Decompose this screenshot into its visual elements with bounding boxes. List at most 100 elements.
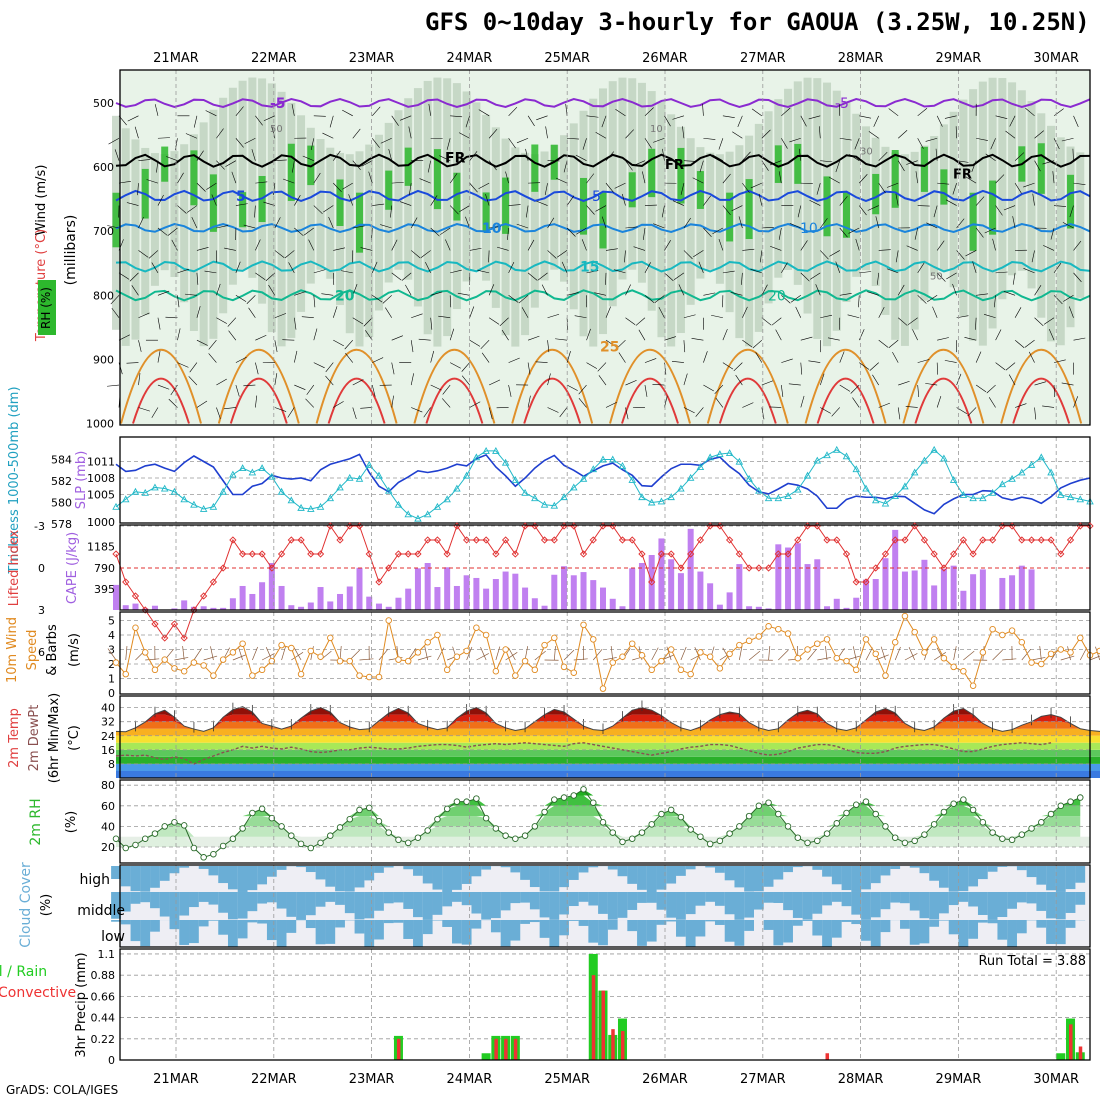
wind-speed-point: [453, 653, 461, 661]
cape-bar: [259, 582, 266, 610]
thickness-point: [813, 456, 822, 464]
wind-barb: [878, 402, 891, 408]
lifted-index-point: [161, 634, 169, 642]
rh-band: [116, 789, 1081, 796]
wind-barb: [527, 395, 531, 408]
wind-speed-point: [609, 659, 616, 666]
cloud-bar: [773, 920, 784, 946]
wind-barb: [1053, 385, 1055, 398]
cloud-bar: [1075, 892, 1086, 905]
rh-point: [677, 813, 685, 821]
wind-barb: [848, 154, 860, 161]
wind-speed-point: [979, 649, 987, 656]
wind-barb: [499, 317, 509, 327]
cape-bar: [862, 579, 869, 610]
li-cape-frame: [119, 524, 1091, 611]
cape-bar: [853, 597, 860, 610]
y-tick-label: 60: [101, 800, 115, 813]
cloud-bar: [919, 920, 930, 944]
wind-barb: [1024, 339, 1035, 348]
cape-bar: [833, 598, 840, 610]
wind-barb: [1031, 250, 1035, 263]
wind-barb: [1073, 240, 1082, 251]
wind-barb: [313, 295, 316, 308]
wind-speed-point: [882, 672, 889, 679]
wind-barb: [800, 395, 805, 408]
wind-speed-point: [736, 641, 743, 649]
wind-barb: [1025, 107, 1035, 117]
wind-barb: [817, 657, 832, 661]
wind-barb: [848, 227, 860, 234]
lifted-index-point: [540, 536, 549, 544]
rh-shading: [891, 152, 900, 340]
wind-barb: [678, 284, 685, 296]
wind-speed-point: [190, 659, 198, 666]
cloud-bar: [1016, 920, 1027, 934]
rh-point: [200, 854, 207, 861]
lifted-index-point: [190, 606, 198, 614]
wind-barb: [937, 182, 950, 185]
wind-speed-point: [921, 649, 928, 656]
rh-high-shading: [356, 192, 363, 253]
wind-barb: [750, 182, 762, 189]
wind-barb: [975, 351, 982, 363]
thickness-point: [657, 497, 666, 505]
convective-bar: [1069, 1024, 1073, 1060]
cloud-bar: [198, 892, 209, 902]
cloud-bar: [909, 866, 920, 868]
credit-label: GrADS: COLA/IGES: [6, 1083, 119, 1097]
wind-barb: [944, 360, 957, 363]
wind-barb: [703, 137, 716, 140]
wind-speed-point: [872, 650, 879, 658]
wind-barb: [274, 217, 281, 229]
wind-barb: [778, 171, 782, 184]
cloud-bar: [296, 866, 306, 868]
wind-barb: [287, 407, 295, 418]
wind-barb: [430, 317, 433, 330]
thickness-point: [472, 453, 481, 461]
wind-barb: [1003, 291, 1016, 296]
li-tick-label: 6: [38, 646, 45, 659]
cloud-bar: [948, 920, 959, 935]
temperature-band: [116, 763, 1100, 771]
y-tick-label: 80: [101, 779, 115, 792]
cloud-bar: [169, 866, 180, 874]
wind-barb: [243, 224, 256, 229]
wind-barb: [193, 115, 198, 128]
wind-barb: [469, 401, 481, 408]
thickness-point: [297, 503, 305, 511]
thickness-point: [842, 452, 851, 460]
isotherm-line: [115, 289, 1091, 302]
wind-barb: [624, 250, 626, 263]
rh-point: [317, 839, 324, 847]
cloud-bar: [393, 892, 404, 903]
thickness-line: [115, 449, 1091, 520]
wind-barb: [547, 407, 559, 413]
lifted-index-point: [277, 550, 286, 558]
wind-barb: [186, 205, 198, 213]
rh-shading: [550, 144, 559, 270]
axis-label: 2m DewPt: [27, 705, 42, 772]
cape-bar: [395, 597, 402, 610]
cloud-bar: [1007, 892, 1017, 909]
wind-barb: [795, 306, 802, 318]
axis-label: (°C): [67, 725, 82, 751]
rh-point: [775, 810, 782, 818]
wind-barb: [1068, 306, 1074, 318]
wind-barb: [800, 336, 813, 341]
wind-barb: [595, 205, 607, 212]
y-tick-label: 4: [108, 629, 115, 642]
thickness-point: [716, 450, 724, 458]
rh-point: [950, 800, 957, 807]
thickness-point: [1047, 468, 1055, 476]
cape-bar: [249, 593, 256, 610]
lifted-index-point: [920, 536, 929, 544]
wind-barb: [244, 137, 256, 144]
isotherm-line: [914, 377, 973, 424]
cloud-bar: [520, 866, 530, 880]
wind-barb: [586, 205, 595, 215]
rh-point: [404, 839, 412, 847]
wind-barb: [1072, 148, 1074, 161]
cloud-bar: [870, 892, 881, 918]
wind-barb: [380, 224, 392, 229]
